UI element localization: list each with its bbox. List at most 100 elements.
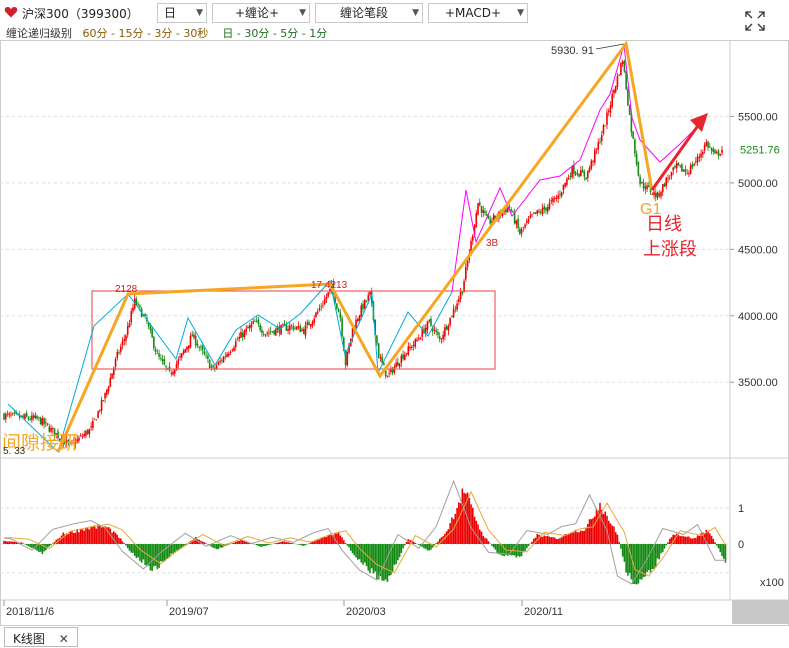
candle-body [339,312,342,318]
candle-body [367,295,370,301]
macd-bar [468,497,471,544]
candle-body [501,212,504,217]
macd-bar [508,544,511,556]
candle-body [388,372,390,374]
candle-body [182,351,185,354]
macd-bar [184,544,187,545]
chanlun-menu[interactable]: +缠论+ ▼ [212,3,310,23]
candle-body [559,194,561,196]
candle-body [562,184,565,191]
macd-bar [125,544,127,546]
macd-bar [383,544,385,581]
candle-body [67,440,70,443]
chanlun-label: +缠论+ [235,6,280,20]
candle-body [632,131,634,139]
candle-body [158,353,160,357]
candle-body [675,163,678,169]
bi-segment-menu[interactable]: 缠论笔段 ▼ [315,3,423,23]
x-tick-label: 2018/11/6 [6,606,54,618]
macd-bar [106,527,108,544]
macd-bar [621,544,624,557]
macd-bar [41,544,44,555]
macd-bar [128,544,131,551]
candle-body [484,211,486,214]
macd-label: +MACD+ [445,6,502,20]
levels-group-1[interactable]: 60分 - 15分 - 3分 - 30秒 [82,27,209,40]
macd-bar [724,544,727,563]
candle-body [241,332,244,338]
macd-bar [435,543,437,544]
candle-body [377,343,380,359]
candle-body [43,418,45,425]
macd-bar [398,544,401,558]
candle-body [543,206,546,210]
candle-body [196,343,199,347]
candle-body [193,334,195,338]
macd-bar [691,538,694,544]
macd-bar [593,516,596,544]
macd-bar [241,540,244,544]
macd-bar [175,544,178,551]
candle-body [262,333,265,335]
candle-body [304,325,307,336]
candle-body [69,442,72,444]
candle-body [10,414,12,416]
candle-body [407,346,410,356]
macd-bar [15,541,17,544]
macd-menu[interactable]: +MACD+ ▼ [428,3,528,23]
candle-body [670,171,673,177]
candle-body [695,161,697,163]
kline-tab[interactable]: K线图 ✕ [4,627,78,647]
candle-body [104,393,106,399]
x-tick-label: 2019/07 [169,606,209,618]
heart-icon[interactable] [4,5,18,19]
macd-bar [356,544,359,560]
candle-body [72,441,75,443]
candle-body [240,331,242,338]
levels-group-2[interactable]: 日 - 30分 - 5分 - 1分 [222,27,328,40]
macd-bar [447,529,450,544]
candle-body [721,149,723,153]
candle-body [433,329,436,331]
candle-body [668,177,671,179]
candle-body [607,111,610,112]
candle-body [597,142,600,150]
macd-bar [6,541,9,544]
close-icon[interactable]: ✕ [58,632,69,646]
macd-bar [588,519,591,544]
macd-bar [395,544,397,565]
macd-bar [55,539,58,544]
macd-bar [709,533,711,544]
macd-bar [653,544,655,570]
macd-bar [465,493,467,544]
macd-bar [567,534,570,544]
scrollbar-thumb[interactable] [732,600,789,624]
candle-body [229,351,232,354]
macd-bar [221,544,223,548]
macd-bar [299,544,302,545]
candle-body [560,192,563,197]
macd-bar [543,535,546,544]
period-dropdown[interactable]: 日 ▼ [157,3,207,23]
candle-body [219,360,221,362]
macd-bar [161,544,164,562]
expand-icon[interactable] [744,10,766,32]
candle-body [344,350,347,366]
levels-label: 缠论递归级别 [6,27,72,40]
candle-body [524,224,526,228]
candle-body [578,174,580,177]
macd-bar [642,544,645,578]
candle-body [137,303,139,305]
kline-chart[interactable]: 5930. 91 2128 17 4213 3B G1 日线 上涨段 间隙接研 … [0,40,789,628]
candle-body [667,178,669,180]
candle-body [447,325,450,331]
macd-bar [31,544,33,549]
candle-body [665,177,668,186]
candle-body [57,431,59,439]
macd-bar [585,528,587,544]
candle-body [428,319,431,321]
candle-body [477,203,479,215]
macd-bar [53,541,56,544]
candle-body [702,151,704,155]
candle-body [604,125,607,127]
